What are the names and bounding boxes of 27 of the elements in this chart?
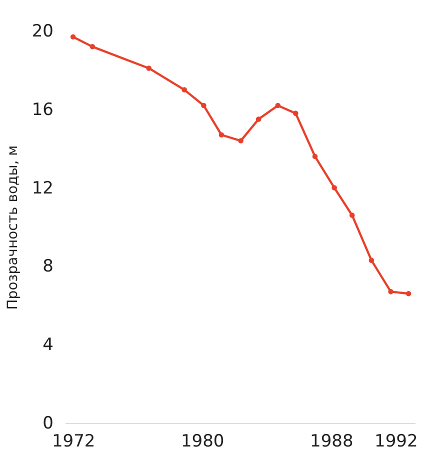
point bbox=[256, 116, 262, 122]
y-axis-title: Прозрачность воды, м bbox=[4, 145, 21, 310]
point bbox=[349, 212, 355, 218]
y-tick-label: 12 bbox=[32, 178, 54, 198]
point bbox=[238, 138, 244, 144]
x-tick-label: 1992 bbox=[374, 432, 418, 452]
y-tick-label: 20 bbox=[32, 22, 54, 42]
point bbox=[218, 132, 224, 138]
point bbox=[70, 34, 76, 40]
y-tick-label: 8 bbox=[42, 256, 54, 277]
point bbox=[182, 87, 187, 92]
point bbox=[90, 44, 96, 50]
point bbox=[332, 185, 337, 190]
y-tick-label: 4 bbox=[42, 335, 54, 356]
point bbox=[293, 110, 298, 116]
x-tick-label: 1980 bbox=[180, 432, 224, 452]
point bbox=[406, 291, 412, 296]
x-tick-label: 1988 bbox=[310, 432, 354, 452]
point bbox=[275, 102, 281, 108]
point bbox=[312, 154, 318, 160]
point bbox=[146, 66, 152, 71]
y-tick-label: 16 bbox=[32, 100, 54, 120]
point bbox=[201, 102, 206, 108]
x-tick-label: 1972 bbox=[52, 432, 96, 452]
y-tick-label: 0 bbox=[42, 414, 54, 434]
point bbox=[368, 258, 374, 263]
point bbox=[388, 289, 394, 294]
